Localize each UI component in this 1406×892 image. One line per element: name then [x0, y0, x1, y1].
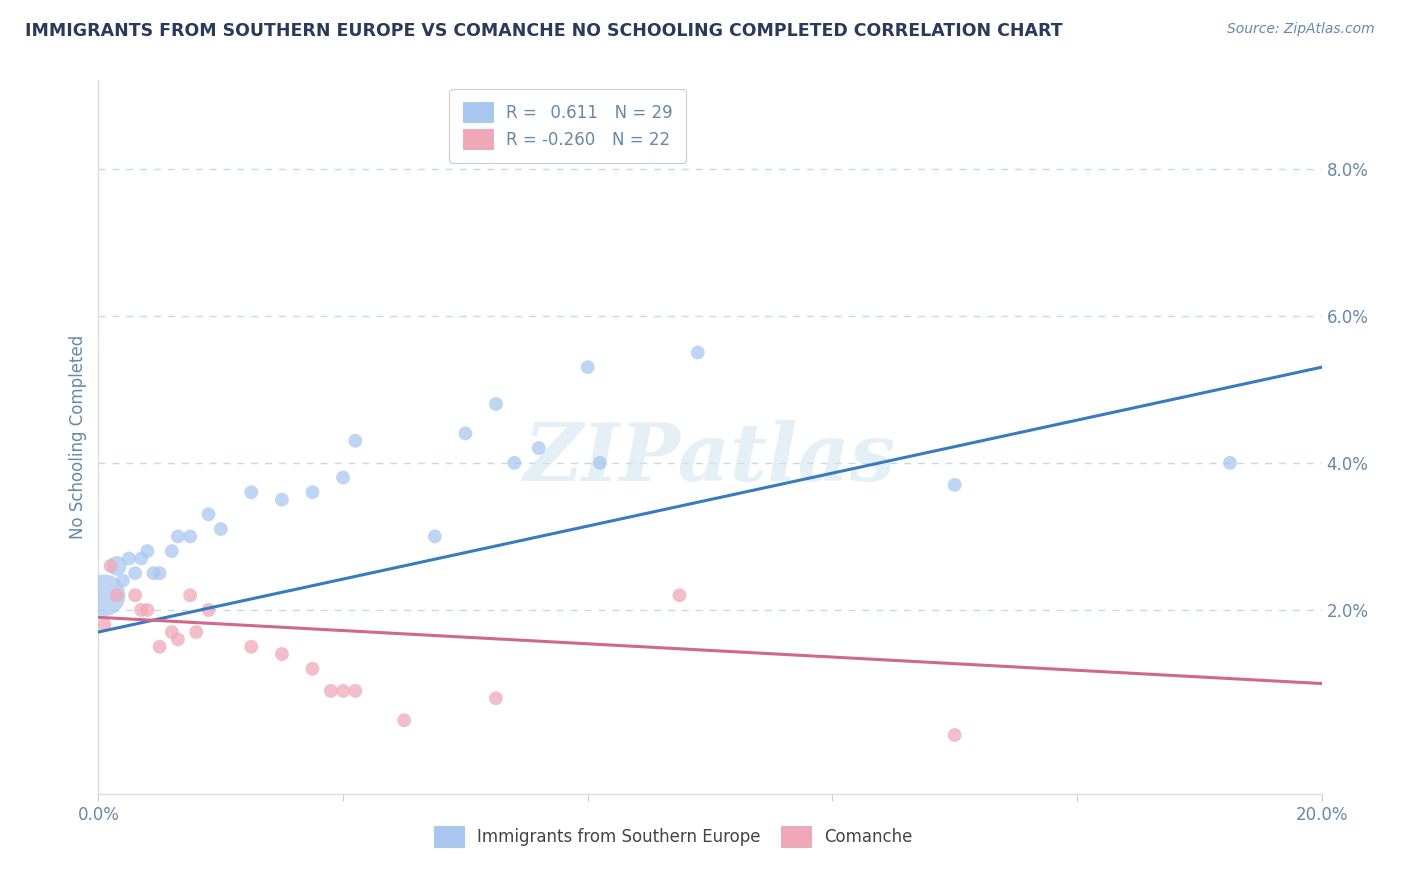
Text: ZIPatlas: ZIPatlas [524, 420, 896, 497]
Point [179, 529, 201, 543]
Point [105, 588, 128, 602]
Point [111, 574, 134, 588]
Point [332, 684, 354, 698]
Point [668, 588, 690, 602]
Point [149, 640, 172, 654]
Point [423, 529, 446, 543]
Point [167, 529, 190, 543]
Point [301, 485, 323, 500]
Point [160, 625, 183, 640]
Point [124, 566, 146, 581]
Point [332, 470, 354, 484]
Point [301, 662, 323, 676]
Text: Source: ZipAtlas.com: Source: ZipAtlas.com [1227, 22, 1375, 37]
Text: IMMIGRANTS FROM SOUTHERN EUROPE VS COMANCHE NO SCHOOLING COMPLETED CORRELATION C: IMMIGRANTS FROM SOUTHERN EUROPE VS COMAN… [25, 22, 1063, 40]
Point [197, 508, 219, 522]
Point [576, 360, 599, 375]
Y-axis label: No Schooling Completed: No Schooling Completed [69, 335, 87, 539]
Point [186, 625, 208, 640]
Point [240, 640, 263, 654]
Point [319, 684, 342, 698]
Point [943, 728, 966, 742]
Point [344, 684, 367, 698]
Point [129, 551, 152, 566]
Point [100, 558, 122, 573]
Point [1219, 456, 1241, 470]
Point [167, 632, 190, 647]
Point [179, 588, 201, 602]
Point [270, 492, 292, 507]
Point [240, 485, 263, 500]
Point [503, 456, 526, 470]
Point [485, 691, 508, 706]
Point [392, 714, 416, 728]
Point [454, 426, 477, 441]
Point [270, 647, 292, 661]
Point [124, 588, 146, 602]
Point [149, 566, 172, 581]
Point [485, 397, 508, 411]
Point [136, 603, 159, 617]
Point [344, 434, 367, 448]
Point [142, 566, 165, 581]
Point [209, 522, 232, 536]
Point [93, 617, 115, 632]
Point [93, 588, 115, 602]
Point [686, 345, 709, 359]
Point [527, 441, 550, 455]
Point [129, 603, 152, 617]
Point [943, 478, 966, 492]
Legend: Immigrants from Southern Europe, Comanche: Immigrants from Southern Europe, Comanch… [427, 820, 920, 854]
Point [160, 544, 183, 558]
Point [105, 558, 128, 573]
Point [118, 551, 141, 566]
Point [589, 456, 612, 470]
Point [136, 544, 159, 558]
Point [197, 603, 219, 617]
